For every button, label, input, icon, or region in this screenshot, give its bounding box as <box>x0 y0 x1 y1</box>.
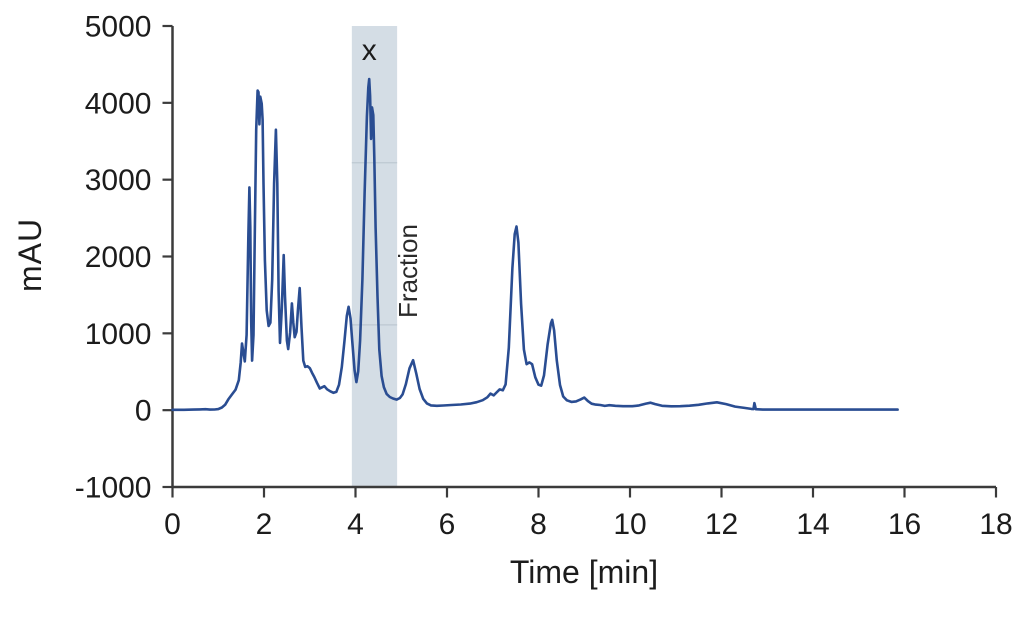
x-tick-label: 12 <box>705 508 738 541</box>
y-tick-label: 5000 <box>85 11 152 44</box>
x-tick-label: 8 <box>530 508 547 541</box>
y-tick-label: -1000 <box>75 472 152 505</box>
x-tick-label: 2 <box>256 508 273 541</box>
peak-marker-x: x <box>361 33 377 67</box>
y-tick-label: 1000 <box>85 318 152 351</box>
fraction-band-label: Fraction <box>393 224 424 318</box>
x-axis-title: Time [min] <box>509 554 659 590</box>
y-tick-label: 4000 <box>85 87 152 120</box>
y-tick-label: 2000 <box>85 241 152 274</box>
chromatogram-trace-line <box>171 77 899 412</box>
y-tick-label: 0 <box>135 395 152 428</box>
y-axis-title: mAU <box>12 217 48 293</box>
x-tick-label: 0 <box>164 508 181 541</box>
x-tick-label: 14 <box>796 508 829 541</box>
x-tick-label: 4 <box>347 508 364 541</box>
x-tick-label: 18 <box>979 508 1012 541</box>
x-tick-label: 10 <box>613 508 646 541</box>
fraction-band <box>351 26 398 487</box>
x-tick-label: 6 <box>439 508 456 541</box>
x-tick-label: 16 <box>888 508 921 541</box>
y-tick-label: 3000 <box>85 164 152 197</box>
